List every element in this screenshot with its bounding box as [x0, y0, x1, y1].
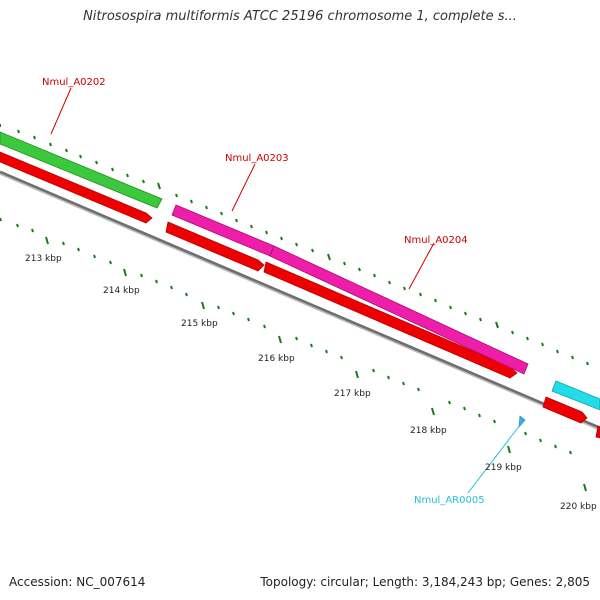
genome-summary: Topology: circular; Length: 3,184,243 bp… — [260, 575, 590, 589]
feature-bars — [0, 131, 600, 428]
kbp-label: 214 kbp — [103, 286, 140, 296]
kbp-label: 220 kbp — [560, 502, 597, 512]
backbone — [0, 170, 600, 431]
kbp-label: 213 kbp — [25, 254, 62, 264]
lower-ticks — [0, 217, 587, 492]
gene-labels: Nmul_A0202 Nmul_A0203 Nmul_A0204 Nmul_AR… — [42, 77, 485, 506]
gene-label-a0203[interactable]: Nmul_A0203 — [225, 153, 289, 164]
cds-arrow-3[interactable] — [263, 261, 518, 379]
kbp-label: 218 kbp — [410, 426, 447, 436]
kbp-label: 217 kbp — [334, 389, 371, 399]
gene-label-ar0005[interactable]: Nmul_AR0005 — [414, 495, 485, 506]
leader-line-repeat — [467, 424, 521, 494]
kbp-label: 215 kbp — [181, 319, 218, 329]
kbp-labels: 213 kbp 214 kbp 215 kbp 216 kbp 217 kbp … — [25, 254, 597, 512]
upper-ticks — [0, 124, 589, 366]
cds-arrows — [0, 151, 600, 439]
kbp-label: 216 kbp — [258, 354, 295, 364]
cds-arrow-1[interactable] — [0, 151, 153, 224]
map-title: Nitrosospira multiformis ATCC 25196 chro… — [83, 9, 517, 24]
repeat-marker-icon[interactable] — [518, 415, 526, 428]
accession-label: Accession: NC_007614 — [9, 575, 146, 589]
cds-arrow-4[interactable] — [542, 396, 588, 424]
feature-bar-cyan[interactable] — [551, 380, 600, 411]
kbp-label: 219 kbp — [485, 463, 522, 473]
feature-bar-magenta-2[interactable] — [269, 245, 529, 375]
leader-lines — [50, 87, 435, 290]
gene-label-a0204[interactable]: Nmul_A0204 — [404, 235, 468, 246]
cds-arrow-5[interactable] — [595, 425, 600, 439]
cds-arrow-2[interactable] — [165, 221, 265, 272]
feature-bar-green[interactable] — [0, 131, 163, 209]
gene-label-a0202[interactable]: Nmul_A0202 — [42, 77, 106, 88]
